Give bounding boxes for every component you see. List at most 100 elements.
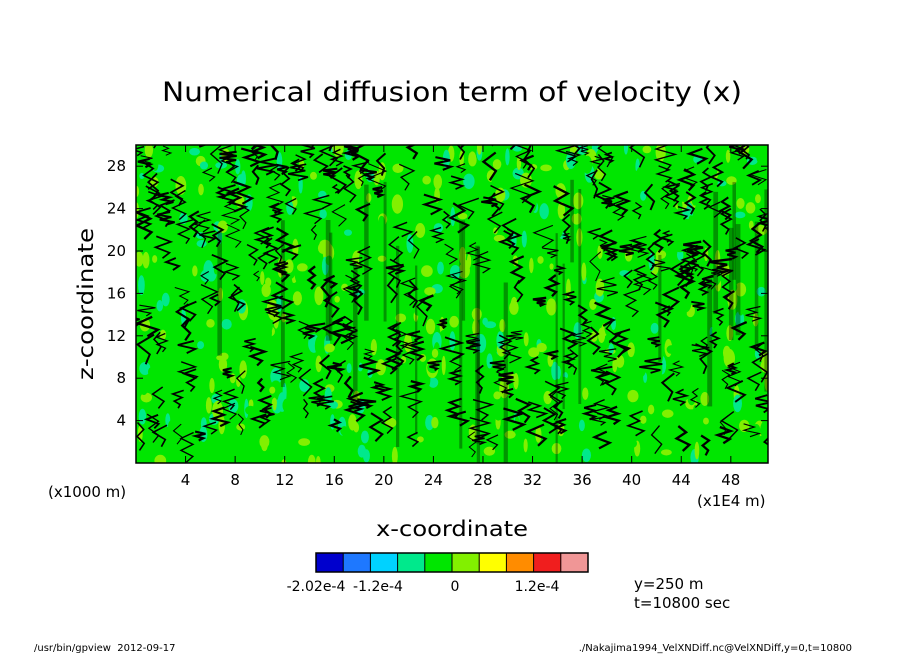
contour-line	[310, 224, 318, 240]
contour-line	[446, 369, 464, 386]
field-blob	[140, 392, 153, 403]
field-blob	[260, 271, 265, 286]
field-blob	[138, 408, 147, 425]
contour-streak	[329, 232, 333, 341]
field-blob	[642, 145, 652, 154]
contour-line	[498, 334, 513, 360]
contour-streak	[415, 265, 418, 435]
field-blob	[334, 295, 340, 303]
contour-line	[508, 255, 526, 285]
contour-line	[434, 156, 455, 171]
field-blob	[404, 268, 414, 281]
field-blob	[415, 317, 425, 328]
field-blob	[570, 181, 583, 191]
field-blob	[433, 174, 443, 190]
field-blob	[423, 253, 431, 262]
field-blob	[239, 360, 247, 379]
field-blob	[652, 346, 664, 366]
contour-line	[322, 291, 340, 318]
field-blob	[415, 223, 426, 238]
field-blob	[722, 345, 731, 360]
contour-line	[311, 145, 315, 148]
contour-line	[351, 286, 364, 315]
contour-line	[647, 272, 659, 290]
field-blob	[595, 288, 601, 296]
contour-streak	[707, 278, 713, 407]
field-blob	[491, 173, 502, 186]
field-blob	[424, 287, 436, 296]
contour-line	[172, 423, 184, 445]
field-blob	[245, 248, 255, 265]
contour-streak	[280, 220, 285, 387]
x-tick-label: 36	[573, 471, 592, 489]
field-blob	[348, 414, 357, 431]
contour-line	[708, 331, 721, 349]
y-tick-label: 12	[107, 327, 126, 345]
field-blob	[344, 301, 351, 309]
contour-line	[368, 412, 385, 442]
contour-streak	[764, 189, 768, 392]
contour-line	[623, 269, 633, 289]
contour-line	[169, 178, 185, 207]
field-blob	[523, 332, 529, 347]
contour-line	[256, 394, 273, 419]
contour-line	[631, 201, 643, 220]
field-blob	[305, 302, 311, 311]
field-blob	[751, 293, 759, 310]
field-blob	[315, 455, 321, 463]
contour-line	[759, 208, 767, 232]
contour-line	[163, 257, 182, 271]
contour-line	[561, 213, 572, 244]
contour-line	[306, 322, 326, 333]
field-blob	[625, 450, 635, 458]
field-blob	[496, 331, 505, 350]
field-blob	[136, 185, 140, 198]
contour-line	[741, 423, 762, 438]
contour-line	[734, 145, 754, 170]
contour-line	[348, 400, 365, 413]
field-blob	[738, 304, 744, 316]
contour-line	[591, 430, 613, 450]
contour-line	[689, 387, 701, 408]
field-blob	[287, 276, 293, 295]
field-blob	[499, 319, 506, 333]
contour-line	[712, 307, 725, 326]
x-tick-label: 44	[672, 471, 691, 489]
field-blob	[529, 193, 537, 212]
contour-line	[180, 317, 192, 342]
field-blob	[680, 307, 687, 320]
contour-streak	[555, 233, 558, 463]
contour-line	[174, 287, 191, 305]
contour-line	[392, 328, 411, 350]
contour-line	[269, 164, 281, 181]
x-tick-label: 20	[374, 471, 393, 489]
field-blob	[602, 214, 613, 233]
field-blob	[431, 450, 439, 463]
field-blob	[635, 316, 640, 324]
field-blob	[529, 230, 536, 248]
field-blob	[294, 401, 301, 416]
field-blob	[499, 145, 508, 153]
contour-line	[526, 401, 549, 419]
field-blob	[681, 159, 689, 171]
field-blob	[516, 156, 522, 171]
contour-line	[328, 145, 333, 152]
contour-line	[673, 269, 697, 300]
contour-line	[474, 364, 485, 394]
contour-line	[407, 231, 420, 259]
field-blob	[392, 163, 404, 173]
contour-line	[513, 279, 524, 303]
field-blob	[619, 270, 630, 277]
contour-line	[365, 163, 388, 194]
contour-line	[489, 360, 506, 372]
contour-line	[698, 182, 714, 205]
contour-line	[746, 371, 762, 392]
field-blob	[555, 281, 563, 300]
contour-line	[212, 389, 223, 405]
contour-line	[386, 276, 399, 304]
field-blob	[729, 240, 734, 250]
contour-line	[542, 247, 559, 259]
contour-streak	[570, 179, 574, 263]
contour-line	[176, 361, 199, 383]
